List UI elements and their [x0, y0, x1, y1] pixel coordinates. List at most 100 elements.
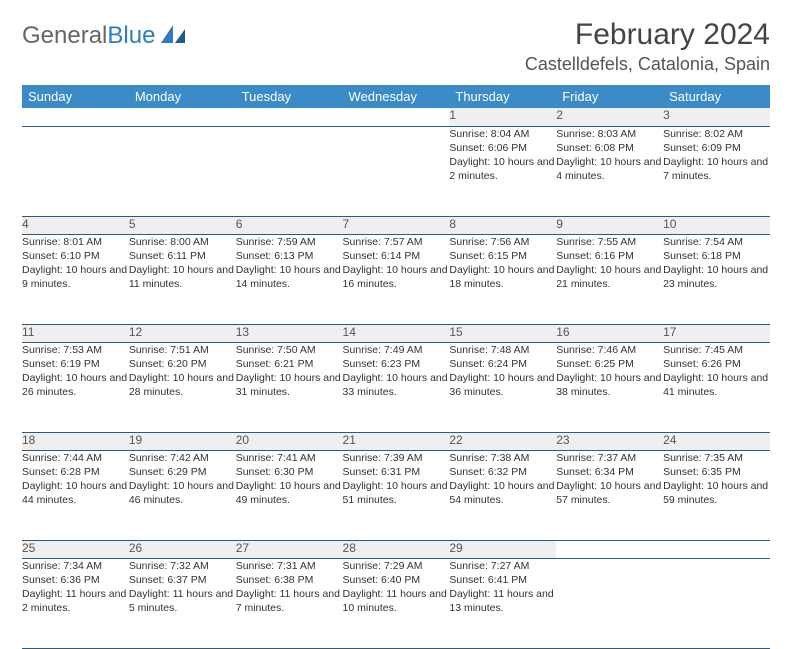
- day-number-cell: 4: [22, 216, 129, 234]
- sunrise-line: Sunrise: 7:49 AM: [343, 343, 450, 357]
- sunset-line: Sunset: 6:31 PM: [343, 465, 450, 479]
- logo-text-general: General: [22, 22, 107, 50]
- daylight-line: Daylight: 10 hours and 9 minutes.: [22, 263, 129, 291]
- weekday-header: Friday: [556, 85, 663, 108]
- daylight-line: Daylight: 10 hours and 31 minutes.: [236, 371, 343, 399]
- day-content-cell: Sunrise: 8:02 AMSunset: 6:09 PMDaylight:…: [663, 126, 770, 216]
- sunset-line: Sunset: 6:40 PM: [343, 573, 450, 587]
- sunrise-line: Sunrise: 7:44 AM: [22, 451, 129, 465]
- day-number-cell: 5: [129, 216, 236, 234]
- weekday-header: Wednesday: [343, 85, 450, 108]
- title-location: Castelldefels, Catalonia, Spain: [525, 54, 770, 75]
- day-content-cell: Sunrise: 7:32 AMSunset: 6:37 PMDaylight:…: [129, 558, 236, 648]
- sunrise-line: Sunrise: 7:57 AM: [343, 235, 450, 249]
- sunrise-line: Sunrise: 7:37 AM: [556, 451, 663, 465]
- daylight-line: Daylight: 10 hours and 11 minutes.: [129, 263, 236, 291]
- day-number-row: 11121314151617: [22, 324, 770, 342]
- day-content-cell: Sunrise: 7:56 AMSunset: 6:15 PMDaylight:…: [449, 234, 556, 324]
- logo: GeneralBlue: [22, 18, 187, 50]
- day-content-cell: Sunrise: 7:49 AMSunset: 6:23 PMDaylight:…: [343, 342, 450, 432]
- daylight-line: Daylight: 10 hours and 51 minutes.: [343, 479, 450, 507]
- day-number-cell: 22: [449, 432, 556, 450]
- daylight-line: Daylight: 10 hours and 59 minutes.: [663, 479, 770, 507]
- sunset-line: Sunset: 6:11 PM: [129, 249, 236, 263]
- day-number-row: 123: [22, 108, 770, 126]
- sunset-line: Sunset: 6:09 PM: [663, 141, 770, 155]
- day-content-cell: Sunrise: 7:37 AMSunset: 6:34 PMDaylight:…: [556, 450, 663, 540]
- day-number-cell: [22, 108, 129, 126]
- daylight-line: Daylight: 10 hours and 57 minutes.: [556, 479, 663, 507]
- day-content-cell: Sunrise: 7:35 AMSunset: 6:35 PMDaylight:…: [663, 450, 770, 540]
- daylight-line: Daylight: 10 hours and 18 minutes.: [449, 263, 556, 291]
- day-content-cell: Sunrise: 7:34 AMSunset: 6:36 PMDaylight:…: [22, 558, 129, 648]
- day-content-cell: Sunrise: 7:38 AMSunset: 6:32 PMDaylight:…: [449, 450, 556, 540]
- sunset-line: Sunset: 6:38 PM: [236, 573, 343, 587]
- day-number-cell: 18: [22, 432, 129, 450]
- weekday-header-row: Sunday Monday Tuesday Wednesday Thursday…: [22, 85, 770, 108]
- sunrise-line: Sunrise: 7:51 AM: [129, 343, 236, 357]
- day-content-cell: Sunrise: 7:45 AMSunset: 6:26 PMDaylight:…: [663, 342, 770, 432]
- day-number-row: 45678910: [22, 216, 770, 234]
- sunset-line: Sunset: 6:29 PM: [129, 465, 236, 479]
- day-number-row: 18192021222324: [22, 432, 770, 450]
- daylight-line: Daylight: 10 hours and 41 minutes.: [663, 371, 770, 399]
- day-number-cell: 25: [22, 540, 129, 558]
- day-content-row: Sunrise: 7:44 AMSunset: 6:28 PMDaylight:…: [22, 450, 770, 540]
- sunset-line: Sunset: 6:32 PM: [449, 465, 556, 479]
- logo-text-blue: Blue: [107, 22, 155, 50]
- daylight-line: Daylight: 10 hours and 33 minutes.: [343, 371, 450, 399]
- sunrise-line: Sunrise: 7:34 AM: [22, 559, 129, 573]
- day-number-cell: 29: [449, 540, 556, 558]
- sunset-line: Sunset: 6:36 PM: [22, 573, 129, 587]
- day-content-row: Sunrise: 8:01 AMSunset: 6:10 PMDaylight:…: [22, 234, 770, 324]
- sunrise-line: Sunrise: 7:50 AM: [236, 343, 343, 357]
- day-content-row: Sunrise: 7:53 AMSunset: 6:19 PMDaylight:…: [22, 342, 770, 432]
- sunset-line: Sunset: 6:06 PM: [449, 141, 556, 155]
- sunrise-line: Sunrise: 7:46 AM: [556, 343, 663, 357]
- day-number-cell: 20: [236, 432, 343, 450]
- sunrise-line: Sunrise: 8:01 AM: [22, 235, 129, 249]
- weekday-header: Saturday: [663, 85, 770, 108]
- sunset-line: Sunset: 6:30 PM: [236, 465, 343, 479]
- day-content-cell: Sunrise: 7:57 AMSunset: 6:14 PMDaylight:…: [343, 234, 450, 324]
- sunset-line: Sunset: 6:14 PM: [343, 249, 450, 263]
- daylight-line: Daylight: 11 hours and 2 minutes.: [22, 587, 129, 615]
- daylight-line: Daylight: 10 hours and 46 minutes.: [129, 479, 236, 507]
- sunrise-line: Sunrise: 7:27 AM: [449, 559, 556, 573]
- day-number-cell: [343, 108, 450, 126]
- daylight-line: Daylight: 10 hours and 28 minutes.: [129, 371, 236, 399]
- day-number-cell: 21: [343, 432, 450, 450]
- day-content-cell: Sunrise: 7:31 AMSunset: 6:38 PMDaylight:…: [236, 558, 343, 648]
- day-number-cell: 28: [343, 540, 450, 558]
- day-content-cell: [556, 558, 663, 648]
- day-number-cell: 16: [556, 324, 663, 342]
- day-number-cell: 19: [129, 432, 236, 450]
- sunrise-line: Sunrise: 7:32 AM: [129, 559, 236, 573]
- sunset-line: Sunset: 6:41 PM: [449, 573, 556, 587]
- day-content-cell: Sunrise: 8:01 AMSunset: 6:10 PMDaylight:…: [22, 234, 129, 324]
- weekday-header: Tuesday: [236, 85, 343, 108]
- daylight-line: Daylight: 10 hours and 21 minutes.: [556, 263, 663, 291]
- day-content-cell: Sunrise: 7:53 AMSunset: 6:19 PMDaylight:…: [22, 342, 129, 432]
- day-number-cell: [129, 108, 236, 126]
- sunrise-line: Sunrise: 7:35 AM: [663, 451, 770, 465]
- day-content-cell: Sunrise: 7:29 AMSunset: 6:40 PMDaylight:…: [343, 558, 450, 648]
- title-block: February 2024 Castelldefels, Catalonia, …: [525, 18, 770, 75]
- weekday-header: Sunday: [22, 85, 129, 108]
- day-number-cell: [236, 108, 343, 126]
- day-content-cell: Sunrise: 7:41 AMSunset: 6:30 PMDaylight:…: [236, 450, 343, 540]
- day-content-cell: [129, 126, 236, 216]
- sunset-line: Sunset: 6:15 PM: [449, 249, 556, 263]
- day-number-cell: [556, 540, 663, 558]
- weekday-header: Thursday: [449, 85, 556, 108]
- sunset-line: Sunset: 6:24 PM: [449, 357, 556, 371]
- day-number-cell: [663, 540, 770, 558]
- daylight-line: Daylight: 10 hours and 7 minutes.: [663, 155, 770, 183]
- day-content-cell: Sunrise: 7:48 AMSunset: 6:24 PMDaylight:…: [449, 342, 556, 432]
- sunset-line: Sunset: 6:18 PM: [663, 249, 770, 263]
- sunset-line: Sunset: 6:21 PM: [236, 357, 343, 371]
- day-number-cell: 7: [343, 216, 450, 234]
- header: GeneralBlue February 2024 Castelldefels,…: [22, 18, 770, 75]
- day-number-cell: 3: [663, 108, 770, 126]
- daylight-line: Daylight: 10 hours and 16 minutes.: [343, 263, 450, 291]
